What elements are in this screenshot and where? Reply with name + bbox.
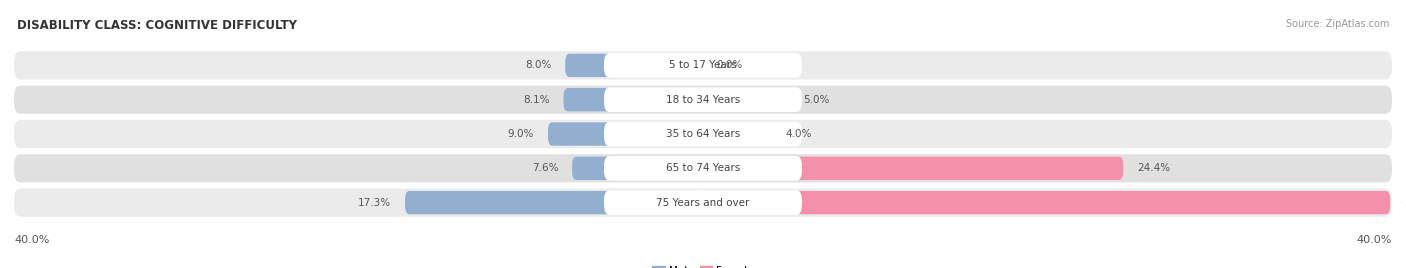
FancyBboxPatch shape [565,54,703,77]
FancyBboxPatch shape [405,191,703,214]
Text: 0.0%: 0.0% [717,60,742,70]
FancyBboxPatch shape [14,189,1392,217]
Text: 24.4%: 24.4% [1137,163,1170,173]
FancyBboxPatch shape [703,157,1123,180]
FancyBboxPatch shape [14,86,1392,114]
FancyBboxPatch shape [703,122,772,146]
FancyBboxPatch shape [548,122,703,146]
Legend: Male, Female: Male, Female [648,261,758,268]
Text: 75 Years and over: 75 Years and over [657,198,749,208]
FancyBboxPatch shape [605,156,801,181]
FancyBboxPatch shape [14,154,1392,182]
Text: 5.0%: 5.0% [803,95,830,105]
Text: 4.0%: 4.0% [786,129,813,139]
FancyBboxPatch shape [14,51,1392,79]
FancyBboxPatch shape [564,88,703,111]
Text: Source: ZipAtlas.com: Source: ZipAtlas.com [1285,19,1389,29]
FancyBboxPatch shape [703,191,1391,214]
FancyBboxPatch shape [605,53,801,78]
Text: 39.9%: 39.9% [1405,198,1406,208]
FancyBboxPatch shape [14,120,1392,148]
FancyBboxPatch shape [605,122,801,146]
FancyBboxPatch shape [703,88,789,111]
Text: 18 to 34 Years: 18 to 34 Years [666,95,740,105]
FancyBboxPatch shape [605,190,801,215]
Text: 8.1%: 8.1% [523,95,550,105]
Text: 40.0%: 40.0% [14,235,49,245]
Text: 5 to 17 Years: 5 to 17 Years [669,60,737,70]
Text: 17.3%: 17.3% [359,198,391,208]
Text: 9.0%: 9.0% [508,129,534,139]
Text: 8.0%: 8.0% [524,60,551,70]
Text: 40.0%: 40.0% [1357,235,1392,245]
Text: DISABILITY CLASS: COGNITIVE DIFFICULTY: DISABILITY CLASS: COGNITIVE DIFFICULTY [17,19,297,32]
FancyBboxPatch shape [572,157,703,180]
FancyBboxPatch shape [605,87,801,112]
Text: 35 to 64 Years: 35 to 64 Years [666,129,740,139]
Text: 7.6%: 7.6% [531,163,558,173]
Text: 65 to 74 Years: 65 to 74 Years [666,163,740,173]
